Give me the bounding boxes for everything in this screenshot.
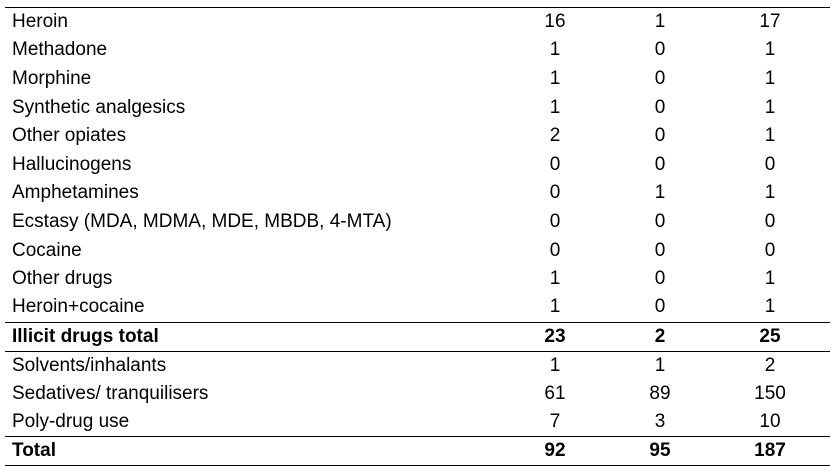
cell-value: 0: [654, 125, 666, 147]
cell-value: 1: [549, 96, 561, 118]
row-label: Heroin+cocaine: [12, 296, 145, 318]
row-label: Amphetamines: [12, 182, 139, 204]
cell-value: 16: [500, 7, 610, 37]
table-row: Ecstasy (MDA, MDMA, MDE, MBDB, 4-MTA) 0 0 0: [5, 208, 830, 237]
cell-value: 7: [549, 411, 561, 433]
cell-value: 1: [764, 67, 776, 89]
cell-value: 1: [764, 39, 776, 61]
row-label: Ecstasy (MDA, MDMA, MDE, MBDB, 4-MTA): [12, 210, 392, 232]
cell-value: 187: [710, 436, 830, 466]
row-label: Poly-drug use: [12, 411, 130, 433]
table-row: Illicit drugs total 23 2 25: [5, 321, 830, 352]
row-label: Sedatives/ tranquilisers: [12, 382, 209, 404]
cell-value: 2: [710, 350, 830, 380]
cell-value: 89: [649, 382, 671, 404]
cell-value: 1: [764, 182, 776, 204]
cell-value: 0: [654, 268, 666, 290]
row-label: Methadone: [12, 39, 108, 61]
cell-value: 3: [654, 411, 666, 433]
cell-value: 1: [549, 268, 561, 290]
cell-value: 150: [754, 382, 786, 404]
table-row: Heroin 16 1 17: [5, 7, 830, 37]
cell-value: 1: [610, 350, 710, 380]
cell-value: 0: [764, 210, 776, 232]
cell-value: 1: [500, 350, 610, 380]
cell-value: 0: [654, 239, 666, 261]
table-row: Cocaine 0 0 0: [5, 236, 830, 265]
row-label: Heroin: [5, 7, 500, 37]
cell-value: 95: [610, 436, 710, 466]
table-body: Heroin 16 1 17 Methadone 1 0 1 Morphine 1 0 1 Synthe…: [5, 7, 830, 466]
cell-value: 1: [549, 67, 561, 89]
cell-value: 2: [549, 125, 561, 147]
row-label: Solvents/inhalants: [5, 350, 500, 380]
row-label: Morphine: [12, 67, 92, 89]
row-label: Total: [5, 436, 500, 466]
data-table: Heroin 16 1 17 Methadone 1 0 1 Morphine 1 0 1 Synthe…: [5, 7, 830, 466]
cell-value: 0: [654, 210, 666, 232]
row-label: Hallucinogens: [12, 153, 132, 175]
cell-value: 0: [549, 210, 561, 232]
cell-value: 0: [654, 67, 666, 89]
cell-value: 1: [764, 296, 776, 318]
cell-value: 61: [544, 382, 566, 404]
cell-value: 0: [764, 239, 776, 261]
cell-value: 1: [764, 125, 776, 147]
cell-value: 23: [500, 321, 610, 352]
cell-value: 0: [549, 153, 561, 175]
table-row: Amphetamines 0 1 1: [5, 179, 830, 208]
table-row: Other drugs 1 0 1: [5, 265, 830, 294]
cell-value: 0: [654, 296, 666, 318]
cell-value: 0: [549, 239, 561, 261]
row-label: Synthetic analgesics: [12, 96, 186, 118]
cell-value: 1: [764, 96, 776, 118]
row-label: Cocaine: [12, 239, 82, 261]
cell-value: 1: [654, 182, 666, 204]
table-row: Other opiates 2 0 1: [5, 122, 830, 151]
cell-value: 0: [654, 153, 666, 175]
cell-value: 1: [549, 296, 561, 318]
table-row: Total 92 95 187: [5, 436, 830, 466]
cell-value: 10: [759, 411, 781, 433]
cell-value: 0: [654, 39, 666, 61]
cell-value: 2: [610, 321, 710, 352]
cell-value: 25: [710, 321, 830, 352]
cell-value: 92: [500, 436, 610, 466]
table-row: Poly-drug use 7 3 10: [5, 408, 830, 437]
table-row: Methadone 1 0 1: [5, 36, 830, 65]
table-row: Synthetic analgesics 1 0 1: [5, 93, 830, 122]
cell-value: 17: [710, 7, 830, 37]
row-label: Other opiates: [12, 125, 127, 147]
table-row: Morphine 1 0 1: [5, 65, 830, 94]
cell-value: 0: [764, 153, 776, 175]
row-label: Illicit drugs total: [5, 321, 500, 352]
table-row: Hallucinogens 0 0 0: [5, 150, 830, 179]
row-label: Other drugs: [12, 268, 113, 290]
cell-value: 1: [610, 7, 710, 37]
table-row: Heroin+cocaine 1 0 1: [5, 293, 830, 322]
table-row: Sedatives/ tranquilisers 61 89 150: [5, 380, 830, 409]
table-row: Solvents/inhalants 1 1 2: [5, 350, 830, 380]
cell-value: 0: [549, 182, 561, 204]
cell-value: 0: [654, 96, 666, 118]
cell-value: 1: [549, 39, 561, 61]
cell-value: 1: [764, 268, 776, 290]
